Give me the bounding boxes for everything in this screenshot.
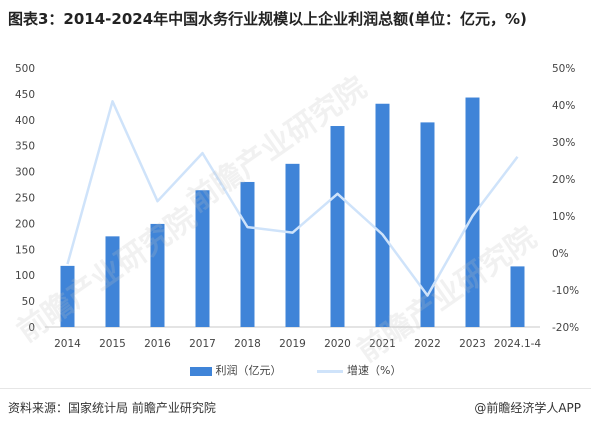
legend-swatch-line xyxy=(317,369,344,373)
bar xyxy=(60,265,75,327)
growth-line xyxy=(66,100,519,297)
x-tick-label: 2021 xyxy=(369,338,396,350)
source-text: 资料来源：国家统计局 前瞻产业研究院 xyxy=(8,401,216,415)
y-right-tick-label: -10% xyxy=(552,285,579,297)
bar xyxy=(195,190,210,327)
bar xyxy=(510,266,525,327)
bar xyxy=(465,97,480,327)
y-right-tick-label: 40% xyxy=(552,100,575,112)
x-tick-label: 2024.1-4 xyxy=(494,338,542,350)
x-tick-label: 2014 xyxy=(54,338,81,350)
x-tick-label: 2015 xyxy=(99,338,126,350)
legend-item-profit: 利润（亿元） xyxy=(189,362,282,378)
brand-text: @前瞻经济学人APP xyxy=(474,401,581,415)
legend-label-growth: 增速（%） xyxy=(347,364,402,377)
y-left-tick-label: 500 xyxy=(15,63,35,75)
bar xyxy=(150,223,165,327)
y-right-tick-label: -20% xyxy=(552,322,579,334)
x-tick-label: 2019 xyxy=(279,338,306,350)
y-left-tick-label: 0 xyxy=(28,322,35,334)
legend-swatch-bar xyxy=(189,366,212,376)
y-left-tick-label: 250 xyxy=(15,193,35,205)
bar xyxy=(285,163,300,327)
y-right-tick-label: 30% xyxy=(552,137,575,149)
chart-legend: 利润（亿元） 增速（%） xyxy=(0,362,591,378)
y-right-tick-label: 50% xyxy=(552,63,575,75)
legend-item-growth: 增速（%） xyxy=(317,362,401,378)
y-left-tick-label: 200 xyxy=(15,218,35,230)
legend-label-profit: 利润（亿元） xyxy=(215,364,282,377)
chart-title: 图表3：2014-2024年中国水务行业规模以上企业利润总额(单位：亿元，%) xyxy=(8,10,527,28)
y-right-tick-label: 20% xyxy=(552,174,575,186)
y-left-tick-label: 350 xyxy=(15,141,35,153)
y-right-tick-label: 10% xyxy=(552,211,575,223)
x-tick-label: 2023 xyxy=(459,338,486,350)
bar xyxy=(375,103,390,327)
y-left-tick-label: 150 xyxy=(15,244,35,256)
x-tick-label: 2018 xyxy=(234,338,261,350)
chart-area: 0 50 100 150 200 250 300 350 400 450 500 -20% -10% 0%… xyxy=(15,63,579,350)
y-left-tick-label: 50 xyxy=(22,296,35,308)
x-tick-label: 2017 xyxy=(189,338,216,350)
bar xyxy=(240,181,255,327)
y-left-tick-label: 100 xyxy=(15,270,35,282)
y-right-tick-label: 0% xyxy=(552,248,569,260)
x-tick-label: 2022 xyxy=(414,338,441,350)
y-left-tick-label: 300 xyxy=(15,167,35,179)
y-left-tick-label: 450 xyxy=(15,89,35,101)
y-left-tick-label: 400 xyxy=(15,115,35,127)
x-tick-label: 2016 xyxy=(144,338,171,350)
bar xyxy=(105,236,120,327)
footer: 资料来源：国家统计局 前瞻产业研究院 @前瞻经济学人APP xyxy=(0,388,591,427)
bar xyxy=(330,126,345,328)
bar xyxy=(420,122,435,327)
x-tick-label: 2020 xyxy=(324,338,351,350)
